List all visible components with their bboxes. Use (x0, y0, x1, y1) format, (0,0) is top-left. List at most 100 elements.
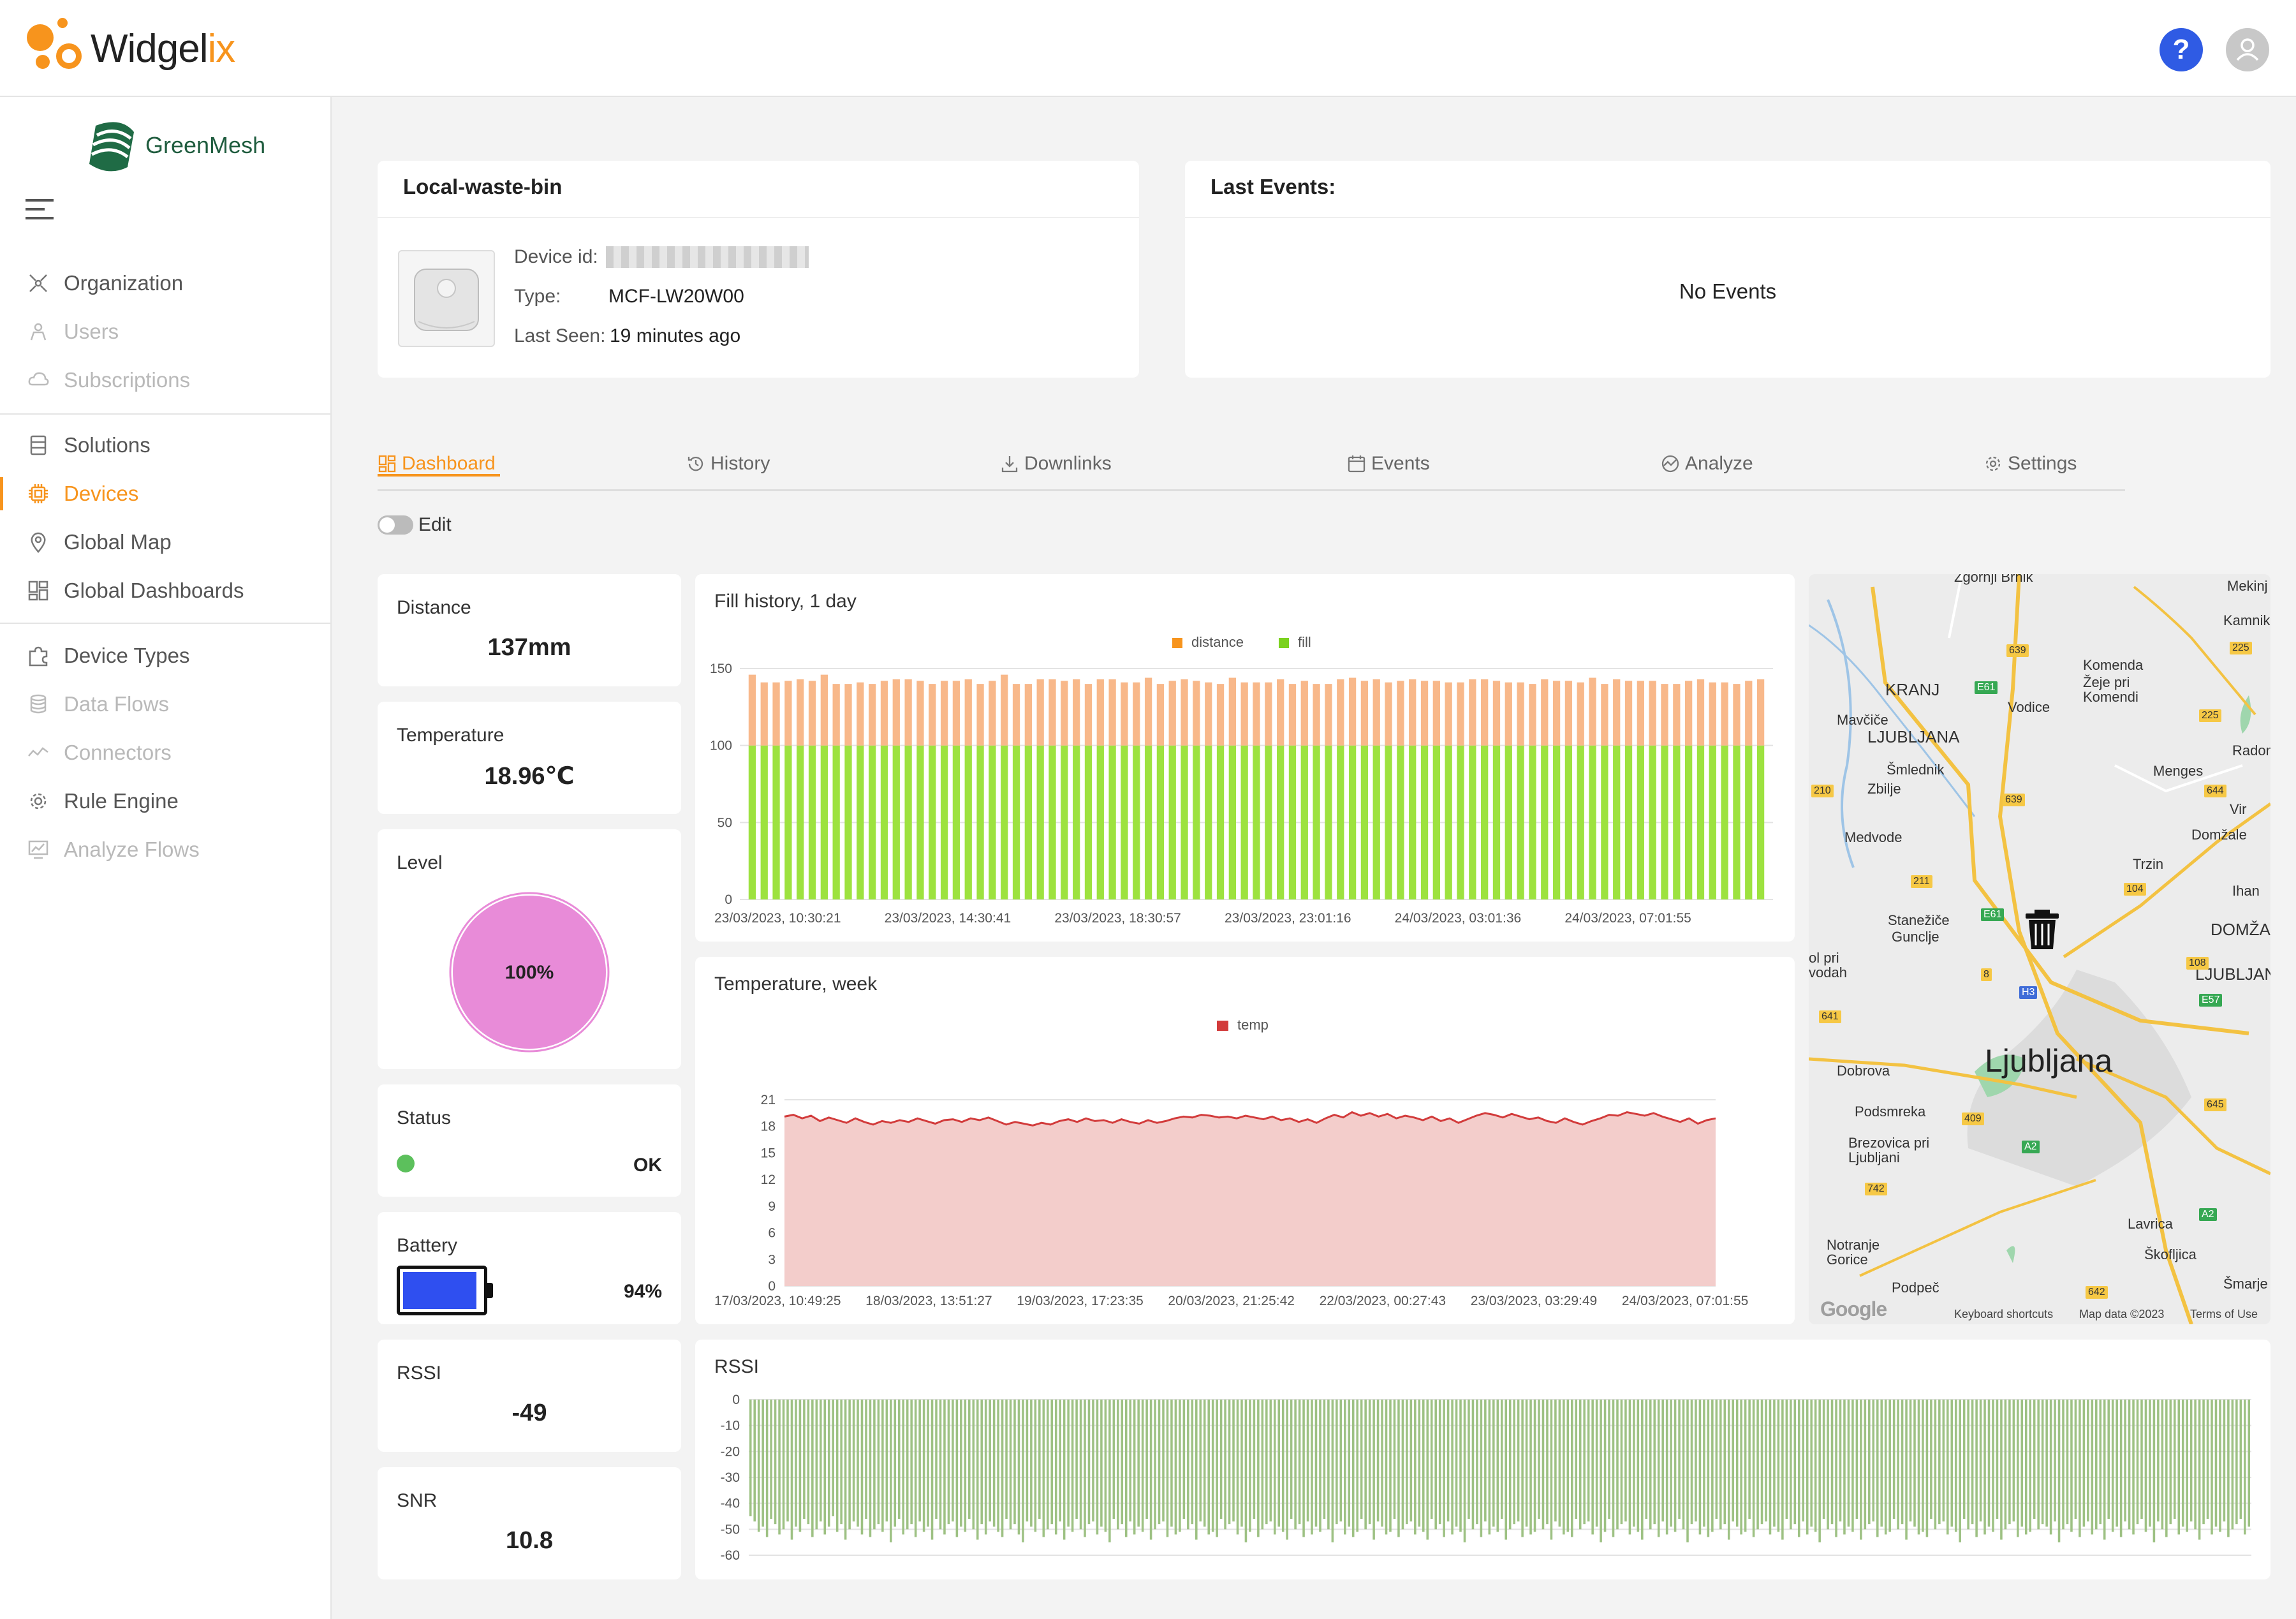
road-badge: 641 (1819, 1010, 1841, 1023)
dashboard-icon (378, 455, 396, 473)
map-label: Vodice (2008, 699, 2050, 715)
rssi-bar (1067, 1400, 1070, 1527)
bar-fill (1385, 745, 1392, 899)
edit-toggle[interactable] (378, 515, 413, 535)
rssi-bar (2239, 1400, 2242, 1519)
y-tick-label: -30 (721, 1470, 740, 1485)
rssi-bar (2037, 1400, 2040, 1530)
bar-distance (1505, 682, 1512, 746)
trash-bin-icon[interactable] (2023, 908, 2061, 950)
chart-title: RSSI (714, 1356, 760, 1377)
battery-widget: Battery 94% (378, 1212, 681, 1324)
rssi-bar (1351, 1400, 1355, 1537)
bar-fill (1024, 745, 1032, 899)
rssi-bar (1385, 1400, 1388, 1535)
rssi-bar (922, 1400, 925, 1532)
tab-dashboard[interactable]: Dashboard (378, 453, 500, 477)
sidebar-item-rule-engine[interactable]: Rule Engine (0, 777, 332, 825)
bar-distance (1601, 684, 1608, 746)
rssi-bar (2020, 1400, 2024, 1527)
rssi-bar (1521, 1400, 1524, 1537)
sidebar-item-data-flows[interactable]: Data Flows (0, 680, 332, 728)
rssi-bar (1847, 1400, 1850, 1527)
map-footer-link[interactable]: Terms of Use (2190, 1308, 2258, 1320)
bar-fill (1216, 745, 1225, 899)
sidebar-item-global-dashboards[interactable]: Global Dashboards (0, 566, 332, 615)
sidebar-item-users[interactable]: Users (0, 307, 332, 356)
tab-settings[interactable]: Settings (1983, 453, 2077, 475)
device-id-label: Device id: (514, 246, 598, 267)
bar-fill (772, 745, 780, 899)
bar-fill (1049, 745, 1056, 899)
tab-label: Settings (2008, 453, 2077, 474)
bar-fill (1649, 745, 1656, 899)
user-icon (2236, 38, 2259, 61)
rssi-bar (798, 1400, 802, 1532)
rssi-label: RSSI (397, 1363, 442, 1384)
sidebar-item-analyze-flows[interactable]: Analyze Flows (0, 825, 332, 874)
map-footer-link[interactable]: Keyboard shortcuts (1954, 1308, 2054, 1320)
temp-line (784, 1111, 1716, 1127)
road-badge: A2 (2199, 1208, 2217, 1221)
sidebar-item-subscriptions[interactable]: Subscriptions (0, 356, 332, 404)
rssi-bar (2202, 1400, 2205, 1525)
status-label: Status (397, 1107, 452, 1128)
sidebar-item-device-types[interactable]: Device Types (0, 632, 332, 680)
rssi-bar (1381, 1400, 1383, 1527)
bar-distance (784, 681, 792, 746)
sidebar-item-connectors[interactable]: Connectors (0, 728, 332, 777)
rssi-bar (1513, 1400, 1515, 1525)
bar-distance (989, 681, 996, 746)
rssi-bar (2000, 1400, 2003, 1540)
legend-swatch-temp (1217, 1021, 1228, 1031)
bar-distance (857, 682, 864, 746)
rssi-bar (765, 1400, 769, 1537)
device-map[interactable]: Zgornji Brnik Mekinj Kamnik Komenda Žeje… (1809, 574, 2270, 1324)
legend-swatch-distance (1172, 638, 1182, 648)
bar-fill (844, 745, 852, 899)
sidebar-item-solutions[interactable]: Solutions (0, 421, 332, 469)
rssi-bar (1500, 1400, 1503, 1519)
tab-downlinks[interactable]: Downlinks (1000, 453, 1112, 475)
rssi-bar (1327, 1400, 1330, 1530)
rssi-bar (865, 1400, 867, 1519)
user-avatar-button[interactable] (2226, 28, 2269, 71)
rssi-bar (1286, 1400, 1288, 1540)
rssi-bar (2177, 1400, 2181, 1535)
chart-legend: temp (1217, 1017, 1269, 1033)
help-button[interactable]: ? (2160, 28, 2203, 71)
menu-toggle-icon[interactable] (26, 199, 54, 226)
tab-events[interactable]: Events (1347, 453, 1430, 475)
sidebar-item-global-map[interactable]: Global Map (0, 518, 332, 566)
sidebar-item-organization[interactable]: Organization (0, 259, 332, 307)
tab-analyze[interactable]: Analyze (1661, 453, 1753, 475)
rssi-bar (1084, 1400, 1086, 1537)
rssi-bar (1034, 1400, 1037, 1532)
bar-fill (1156, 745, 1165, 899)
tab-history[interactable]: History (686, 453, 770, 475)
puzzle-icon (26, 643, 51, 669)
nav-group-config: Device Types Data Flows Connectors Rule … (0, 632, 332, 874)
bar-fill (1265, 745, 1272, 899)
rssi-bar (1195, 1400, 1198, 1540)
rssi-bar (1868, 1400, 1871, 1525)
sidebar-item-devices[interactable]: Devices (0, 469, 332, 518)
rssi-bar (1925, 1400, 1929, 1537)
rssi-bar (1707, 1400, 1710, 1537)
app-logo[interactable]: Widgelix (24, 18, 235, 79)
bar-fill (1517, 745, 1524, 899)
map-label: Menges (2153, 763, 2204, 779)
rssi-bar (1121, 1400, 1124, 1525)
rssi-bar (1719, 1400, 1722, 1530)
rssi-bar (1348, 1400, 1351, 1527)
y-tick-label: -60 (721, 1548, 740, 1563)
rssi-bar (1884, 1400, 1887, 1535)
rssi-bar (1463, 1400, 1466, 1542)
rssi-bar (1096, 1400, 1099, 1535)
rssi-bar (1765, 1400, 1767, 1522)
bar-fill (1624, 745, 1633, 899)
rssi-bar (832, 1400, 834, 1516)
rssi-bar (1273, 1400, 1276, 1535)
rssi-bar (2099, 1400, 2102, 1525)
rssi-bar (1211, 1400, 1214, 1532)
